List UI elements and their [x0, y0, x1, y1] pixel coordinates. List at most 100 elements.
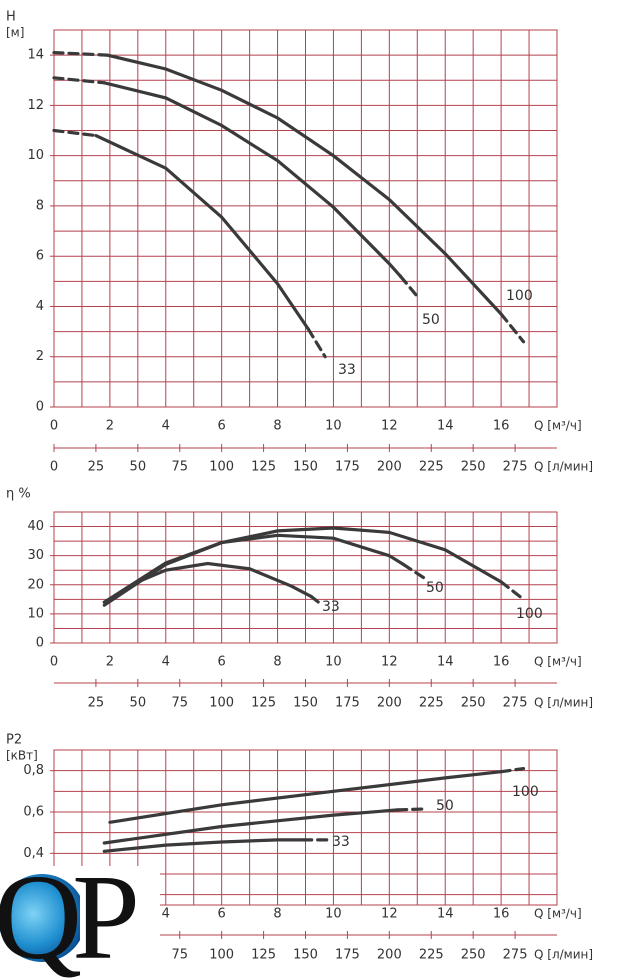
curve: [102, 533, 405, 604]
chart: 0 10 20 30 40 η % 0 2 4 6 8 10 12 14 16 Q [м³/ч] 25 50 75 1…: [6, 487, 593, 711]
curve-dashed: [306, 327, 327, 359]
x-tick-label: 8: [273, 907, 281, 922]
x-axis-label: Q [м³/ч]: [534, 907, 582, 921]
x2-tick-label: 50: [130, 460, 147, 475]
x2-tick-label: 100: [209, 696, 234, 711]
y-tick-label: 30: [27, 548, 44, 563]
y-tick-label: 14: [27, 48, 44, 63]
curve-label: 33: [332, 834, 350, 850]
curve-label: 50: [436, 798, 454, 814]
curve-label: 50: [422, 312, 440, 328]
x2-tick-label: 25: [88, 696, 105, 711]
y-tick-label: 20: [27, 577, 44, 592]
x-axis-label: Q [м³/ч]: [534, 655, 582, 669]
x-tick-label: 14: [437, 419, 454, 434]
y-axis-label: η %: [6, 487, 31, 502]
x2-tick-label: 225: [419, 948, 444, 963]
y-tick-label: 2: [36, 349, 44, 364]
x2-tick-label: 175: [335, 948, 360, 963]
curve-dashed: [398, 274, 419, 298]
logo-water: [0, 874, 80, 962]
x2-tick-label: 25: [88, 460, 105, 475]
y-tick-label: 4: [36, 299, 44, 314]
y-axis-unit: [м]: [6, 26, 24, 40]
curve-label: 100: [506, 288, 533, 304]
curve-dashed: [52, 128, 98, 138]
x2-tick-label: 250: [461, 948, 486, 963]
y-tick-label: 6: [36, 249, 44, 264]
x2-tick-label: 0: [50, 460, 58, 475]
x-tick-label: 16: [493, 655, 510, 670]
y-tick-label: 0,6: [23, 805, 44, 820]
curve: [102, 81, 403, 278]
x2-tick-label: 150: [293, 948, 318, 963]
x2-tick-label: 225: [419, 696, 444, 711]
x2-tick-label: 75: [171, 460, 188, 475]
x2-tick-label: 100: [209, 460, 234, 475]
x2-tick-label: 75: [171, 696, 188, 711]
x-tick-label: 6: [218, 907, 226, 922]
y-tick-label: 8: [36, 198, 44, 213]
y-tick-label: 0,4: [23, 846, 44, 861]
x2-axis-label: Q [л/мин]: [534, 460, 593, 474]
curve: [102, 838, 305, 853]
curve: [108, 770, 503, 824]
curve-label: 100: [516, 606, 543, 622]
curve-label: 33: [322, 599, 340, 615]
curve-label: 33: [338, 362, 356, 378]
x-tick-label: 10: [325, 907, 342, 922]
x-tick-label: 4: [162, 655, 170, 670]
curve: [105, 53, 503, 316]
charts: 0 2 4 6 8 10 12 14 H[м] 0 2 4 6 8 10 12 14 16 Q [м³/ч] 0 25 5…: [6, 10, 593, 963]
x2-tick-label: 100: [209, 948, 234, 963]
x-tick-label: 6: [218, 655, 226, 670]
curve: [102, 561, 313, 604]
curve-label: 100: [512, 784, 539, 800]
logo-text: QP: [0, 850, 135, 978]
y-tick-label: 12: [27, 98, 44, 113]
x2-tick-label: 200: [377, 696, 402, 711]
x-tick-label: 6: [218, 419, 226, 434]
curve-dashed: [52, 76, 106, 85]
x2-tick-label: 275: [503, 948, 528, 963]
y-tick-label: 10: [27, 606, 44, 621]
x-tick-label: 4: [162, 419, 170, 434]
x2-tick-label: 125: [251, 696, 276, 711]
x2-tick-label: 150: [293, 460, 318, 475]
x-tick-label: 4: [162, 907, 170, 922]
x2-tick-label: 50: [130, 696, 147, 711]
curve-dashed: [499, 580, 526, 601]
x2-axis-label: Q [л/мин]: [534, 948, 593, 962]
x2-tick-label: 125: [251, 460, 276, 475]
y-tick-label: 10: [27, 148, 44, 163]
x-tick-label: 12: [381, 655, 398, 670]
curve-dashed: [52, 51, 109, 57]
curve: [102, 808, 400, 845]
y-tick-label: 40: [27, 519, 44, 534]
curve-label: 50: [426, 580, 444, 596]
x-tick-label: 2: [106, 655, 114, 670]
x2-tick-label: 125: [251, 948, 276, 963]
x2-tick-label: 225: [419, 460, 444, 475]
x-tick-label: 0: [50, 655, 58, 670]
curve-dashed: [309, 594, 324, 607]
x-tick-label: 16: [493, 419, 510, 434]
x2-tick-label: 75: [171, 948, 188, 963]
y-axis-label: P2: [6, 733, 22, 748]
x2-tick-label: 200: [377, 948, 402, 963]
x-tick-label: 2: [106, 419, 114, 434]
x2-tick-label: 275: [503, 460, 528, 475]
x2-tick-label: 175: [335, 460, 360, 475]
x2-tick-label: 250: [461, 696, 486, 711]
y-axis-unit: [кВт]: [6, 749, 38, 763]
y-tick-label: 0: [36, 636, 44, 651]
logo: QP: [0, 850, 160, 978]
x2-tick-label: 175: [335, 696, 360, 711]
x-tick-label: 14: [437, 655, 454, 670]
x-tick-label: 14: [437, 907, 454, 922]
y-tick-label: 0: [36, 400, 44, 415]
x2-tick-label: 200: [377, 460, 402, 475]
x-tick-label: 12: [381, 419, 398, 434]
